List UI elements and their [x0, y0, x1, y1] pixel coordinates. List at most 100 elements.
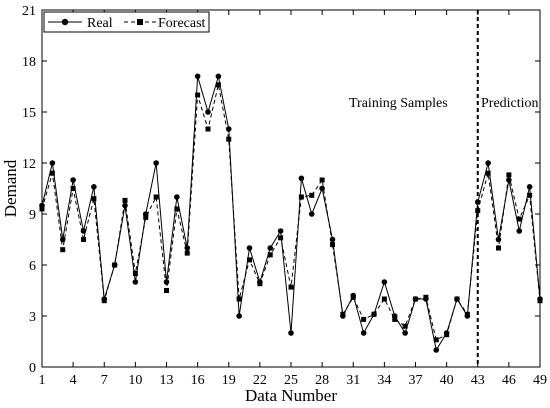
x-tick-label: 34: [377, 373, 391, 388]
legend-real-label: Real: [87, 16, 113, 31]
real-point: [236, 313, 242, 319]
forecast-point: [91, 196, 97, 202]
x-tick-label: 1: [39, 373, 46, 388]
real-point: [288, 330, 294, 336]
forecast-point: [537, 298, 543, 304]
real-point: [516, 228, 523, 234]
forecast-point: [485, 170, 491, 176]
forecast-point: [184, 250, 190, 256]
forecast-point: [350, 294, 356, 300]
real-point: [267, 245, 274, 251]
y-tick-label: 3: [29, 310, 36, 325]
forecast-point: [70, 186, 76, 191]
axes: 1 4 7 10 13 16 19 22 25 28 31 34 37 40 43 46 49 0 3 6 9 12 15 1…: [22, 4, 547, 388]
forecast-point: [298, 194, 304, 200]
forecast-point: [267, 252, 273, 258]
forecast-point: [153, 194, 159, 200]
prediction-annotation: Prediction: [481, 96, 539, 111]
legend-real-marker: [61, 18, 69, 26]
x-tick-label: 37: [409, 373, 423, 388]
real-point: [433, 347, 440, 353]
forecast-point: [496, 245, 501, 251]
annotations: Training Samples Prediction: [349, 96, 539, 111]
training-samples-annotation: Training Samples: [349, 96, 448, 111]
real-point: [485, 160, 491, 166]
forecast-point: [81, 237, 86, 242]
forecast-point: [174, 206, 180, 212]
x-tick-label: 16: [191, 373, 205, 388]
forecast-point: [205, 126, 211, 132]
y-tick-label: 9: [29, 208, 36, 223]
x-tick-label: 49: [533, 373, 547, 388]
forecast-point: [516, 216, 522, 222]
forecast-point: [278, 235, 284, 241]
real-point: [381, 279, 388, 285]
forecast-point: [143, 214, 149, 220]
y-tick-label: 12: [22, 157, 36, 172]
real-point: [153, 160, 159, 166]
real-point: [49, 160, 56, 166]
real-series-line: [41, 76, 541, 352]
forecast-point: [413, 296, 418, 302]
forecast-point: [39, 206, 45, 212]
forecast-series-line: [41, 84, 541, 341]
forecast-point: [319, 177, 325, 183]
real-point: [91, 184, 97, 190]
real-point: [174, 194, 180, 200]
forecast-point: [49, 170, 55, 176]
x-tick-label: 7: [101, 373, 108, 388]
forecast-point: [60, 247, 66, 253]
forecast-point: [226, 136, 232, 142]
forecast-point: [371, 311, 377, 317]
real-point: [402, 330, 408, 336]
x-tick-label: 40: [440, 373, 454, 388]
forecast-point: [402, 323, 408, 329]
x-tick-label: 13: [160, 373, 174, 388]
real-point: [246, 245, 253, 251]
forecast-point: [122, 197, 128, 203]
forecast-point: [340, 311, 346, 317]
y-tick-label: 0: [29, 361, 36, 376]
forecast-point: [527, 192, 533, 198]
forecast-point: [132, 271, 138, 276]
x-tick-label: 43: [471, 373, 485, 388]
forecast-point: [195, 92, 201, 98]
forecast-point: [112, 262, 118, 268]
real-point: [215, 73, 222, 80]
series-layer: [39, 73, 543, 353]
y-tick-label: 18: [22, 55, 36, 70]
x-tick-label: 10: [128, 373, 142, 388]
real-point: [474, 199, 481, 205]
forecast-point: [454, 296, 460, 302]
forecast-point: [444, 332, 450, 338]
real-point: [298, 175, 305, 182]
legend: Real Forecast: [43, 11, 210, 33]
y-tick-label: 21: [22, 4, 36, 19]
forecast-point: [392, 316, 398, 322]
real-point: [308, 211, 315, 217]
forecast-point: [164, 288, 169, 293]
real-point: [277, 228, 284, 234]
x-tick-label: 28: [315, 373, 329, 388]
forecast-point: [309, 192, 315, 198]
forecast-point: [433, 337, 439, 343]
real-point: [495, 236, 502, 243]
forecast-point: [257, 281, 263, 287]
y-tick-label: 15: [22, 106, 36, 121]
forecast-point: [101, 298, 107, 304]
x-axis-label: Data Number: [245, 386, 337, 405]
forecast-point: [361, 316, 367, 322]
legend-forecast-marker: [137, 19, 143, 25]
real-point: [163, 279, 170, 285]
x-tick-label: 31: [346, 373, 360, 388]
forecast-point: [464, 311, 470, 317]
x-tick-label: 4: [70, 373, 77, 388]
real-point: [526, 184, 533, 190]
x-tick-label: 22: [253, 373, 267, 388]
y-tick-label: 6: [29, 259, 36, 274]
forecast-point: [475, 208, 481, 214]
x-tick-label: 46: [502, 373, 516, 388]
forecast-point: [423, 294, 429, 300]
x-tick-label: 25: [284, 373, 298, 388]
